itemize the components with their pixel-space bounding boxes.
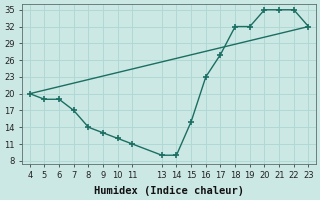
X-axis label: Humidex (Indice chaleur): Humidex (Indice chaleur)	[94, 186, 244, 196]
